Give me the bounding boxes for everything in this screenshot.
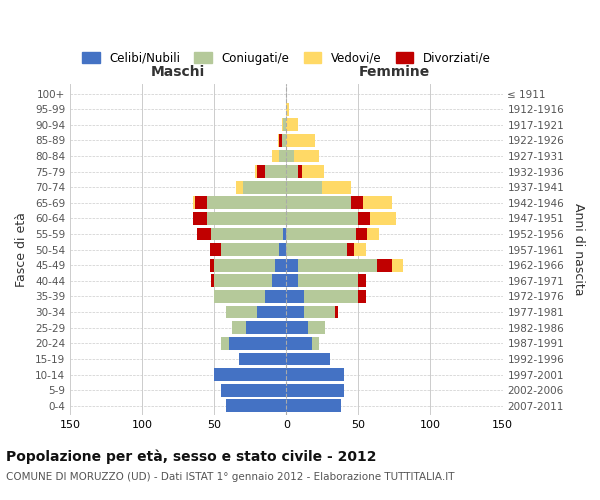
Bar [279,134,282,147]
Legend: Celibi/Nubili, Coniugati/e, Vedovi/e, Divorziati/e: Celibi/Nubili, Coniugati/e, Vedovi/e, Di… [77,47,495,70]
Bar [286,212,358,225]
Bar [207,212,286,225]
Bar [282,118,283,131]
Bar [243,181,286,194]
Bar [207,196,286,209]
Bar [392,259,403,272]
Bar [358,290,365,303]
Bar [351,196,363,209]
Bar [214,274,272,287]
Bar [265,165,286,178]
Bar [298,274,358,287]
Bar [358,274,365,287]
Bar [221,384,286,396]
Bar [286,134,315,147]
Bar [286,274,298,287]
Bar [363,196,392,209]
Bar [229,337,286,349]
Bar [322,181,351,194]
Bar [286,322,308,334]
Bar [279,243,286,256]
Bar [210,243,221,256]
Bar [286,337,312,349]
Text: Popolazione per età, sesso e stato civile - 2012: Popolazione per età, sesso e stato civil… [6,450,377,464]
Bar [197,228,211,240]
Bar [293,150,319,162]
Bar [354,243,365,256]
Bar [286,196,351,209]
Bar [367,228,379,240]
Bar [193,212,207,225]
Bar [308,322,325,334]
Bar [298,259,377,272]
Bar [286,181,322,194]
Text: COMUNE DI MORUZZO (UD) - Dati ISTAT 1° gennaio 2012 - Elaborazione TUTTITALIA.IT: COMUNE DI MORUZZO (UD) - Dati ISTAT 1° g… [6,472,455,482]
Y-axis label: Anni di nascita: Anni di nascita [572,204,585,296]
Bar [279,150,286,162]
Bar [283,228,286,240]
Bar [377,259,392,272]
Bar [286,228,356,240]
Bar [272,274,286,287]
Text: Maschi: Maschi [151,64,205,78]
Bar [286,259,298,272]
Bar [239,352,286,366]
Bar [196,196,207,209]
Bar [257,165,265,178]
Bar [356,228,367,240]
Bar [214,259,275,272]
Bar [286,165,298,178]
Bar [304,290,358,303]
Bar [226,306,257,318]
Bar [286,290,304,303]
Bar [221,337,229,349]
Bar [214,368,286,381]
Bar [232,322,246,334]
Bar [283,118,286,131]
Text: Femmine: Femmine [359,64,430,78]
Bar [286,384,344,396]
Bar [286,306,304,318]
Bar [286,352,329,366]
Bar [210,259,214,272]
Bar [347,243,354,256]
Bar [286,400,341,412]
Bar [275,259,286,272]
Bar [257,306,286,318]
Bar [282,134,286,147]
Bar [286,118,298,131]
Y-axis label: Fasce di età: Fasce di età [15,212,28,287]
Bar [221,243,279,256]
Bar [286,102,289,116]
Bar [370,212,396,225]
Bar [193,196,196,209]
Bar [236,181,243,194]
Bar [286,243,347,256]
Bar [278,134,279,147]
Bar [211,274,214,287]
Bar [272,150,279,162]
Bar [214,290,265,303]
Bar [298,165,302,178]
Bar [246,322,286,334]
Bar [286,368,344,381]
Bar [358,212,370,225]
Bar [312,337,319,349]
Bar [211,228,283,240]
Bar [265,290,286,303]
Bar [286,150,293,162]
Bar [335,306,338,318]
Bar [226,400,286,412]
Bar [302,165,324,178]
Bar [304,306,335,318]
Bar [254,165,257,178]
